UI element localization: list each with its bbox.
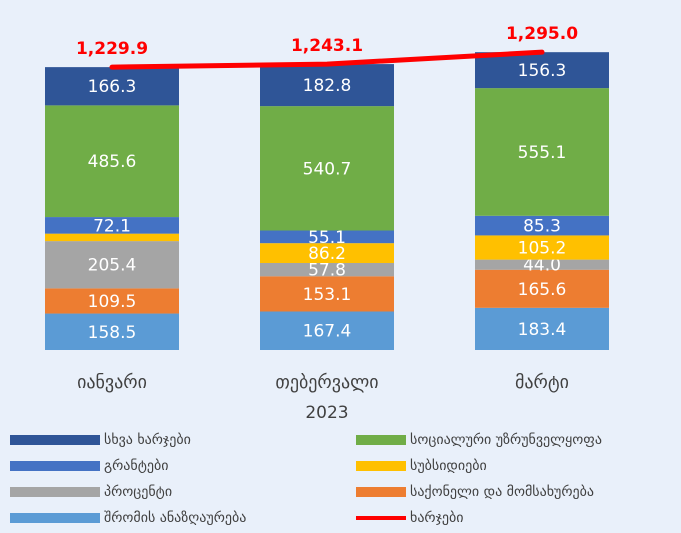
x-tick-label: თებერვალი <box>275 372 378 393</box>
data-label: 72.1 <box>93 216 131 236</box>
data-label: 485.6 <box>88 152 137 172</box>
legend-label: პროცენტი <box>104 483 172 500</box>
data-label: 156.3 <box>518 61 567 81</box>
legend-label: შრომის ანაზღაურება <box>104 509 246 526</box>
bar-segment <box>260 243 394 263</box>
bar-segment <box>475 88 609 216</box>
data-label: 1,229.9 <box>76 39 148 59</box>
legend-label: საქონელი და მომსახურება <box>410 483 594 500</box>
data-label: 44.0 <box>523 256 561 276</box>
bar-segment <box>45 217 179 234</box>
legend-swatch <box>10 461 100 471</box>
bar-segment <box>45 105 179 218</box>
x-tick-label: მარტი <box>515 372 569 393</box>
data-label: 153.1 <box>303 285 352 305</box>
bar-segment <box>260 64 394 107</box>
legend-label: სოციალური უზრუნველყოფა <box>410 431 602 448</box>
bar-segment <box>475 235 609 260</box>
bar-segment <box>475 215 609 236</box>
bar-segment <box>260 262 394 277</box>
bar-segment <box>475 269 609 308</box>
bar-segment <box>475 307 609 350</box>
legend-label: ხარჯები <box>410 509 464 526</box>
data-label: 85.3 <box>523 217 561 237</box>
legend-label: სხვა ხარჯები <box>104 431 191 448</box>
data-label: 167.4 <box>303 322 352 342</box>
data-label: 183.4 <box>518 320 567 340</box>
data-label: 109.5 <box>88 292 137 312</box>
bar-segment <box>45 241 179 289</box>
legend-label: სუბსიდიები <box>410 458 487 474</box>
x-tick-label: იანვარი <box>77 372 147 393</box>
bar-segment <box>45 313 179 350</box>
data-label: 540.7 <box>303 159 352 179</box>
bar-segment <box>260 230 394 244</box>
bar-segment <box>45 67 179 106</box>
legend-swatch <box>356 435 406 445</box>
legend-swatch <box>10 487 100 497</box>
bar-segment <box>475 259 609 270</box>
total-line <box>109 49 545 70</box>
legend-swatch <box>356 461 406 471</box>
bar-segment <box>475 52 609 89</box>
data-label: 205.4 <box>88 256 137 276</box>
legend-label: გრანტები <box>104 457 168 474</box>
data-label: 555.1 <box>518 143 567 163</box>
data-label: 1,243.1 <box>291 36 363 56</box>
data-label: 55.1 <box>308 228 346 248</box>
bar-segment <box>260 106 394 231</box>
bar-segment <box>260 276 394 312</box>
legend-swatch <box>356 487 406 497</box>
data-label: 182.8 <box>303 76 352 96</box>
data-label: 165.6 <box>518 280 567 300</box>
data-label: 1,295.0 <box>506 24 578 44</box>
bar-segment <box>45 288 179 314</box>
data-label: 166.3 <box>88 77 137 97</box>
data-label: 158.5 <box>88 323 137 343</box>
bar-segment <box>260 311 394 350</box>
legend-swatch <box>10 435 100 445</box>
bar-segment <box>45 233 179 242</box>
data-label: 57.8 <box>308 261 346 281</box>
legend-swatch <box>10 513 100 523</box>
x-axis-label: 2023 <box>305 403 348 423</box>
data-label: 86.2 <box>308 244 346 264</box>
data-label: 105.2 <box>518 239 567 259</box>
